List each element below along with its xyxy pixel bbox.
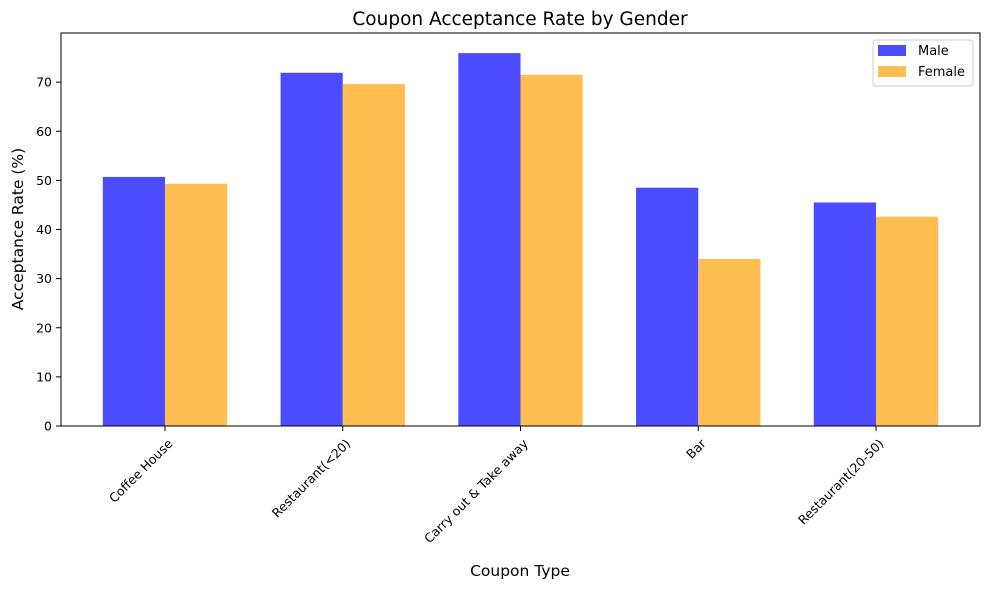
bar-male-2 — [458, 53, 521, 427]
bar-female-2 — [520, 74, 583, 426]
legend-swatch-female — [878, 66, 906, 77]
bar-male-4 — [813, 202, 876, 426]
y-tick-label-5: 50 — [36, 173, 52, 188]
bar-male-3 — [636, 187, 699, 426]
legend: Male Female — [872, 39, 974, 87]
x-tick-label-3: Bar — [683, 435, 709, 461]
bar-female-0 — [165, 183, 228, 426]
bars-group — [102, 53, 939, 427]
y-tick-label-1: 10 — [36, 369, 52, 384]
plot-frame — [60, 32, 981, 427]
bar-female-4 — [876, 216, 939, 426]
x-tick-label-2: Carry out & Take away — [421, 436, 531, 546]
bar-male-1 — [280, 72, 343, 426]
y-tick-label-2: 20 — [36, 320, 52, 335]
bar-female-1 — [342, 84, 405, 426]
bar-female-3 — [698, 258, 761, 426]
y-tick-label-7: 70 — [36, 75, 52, 90]
y-tick-label-6: 60 — [36, 124, 52, 139]
y-axis-title: Acceptance Rate (%) — [9, 148, 27, 310]
x-axis: Coffee House Restaurant(<20) Carry out & T… — [106, 426, 887, 546]
y-tick-label-0: 0 — [44, 419, 52, 434]
x-tick-label-1: Restaurant(<20) — [269, 436, 354, 521]
chart-title: Coupon Acceptance Rate by Gender — [352, 9, 688, 30]
x-tick-label-0: Coffee House — [106, 436, 176, 506]
x-tick-label-4: Restaurant(20-50) — [795, 436, 887, 528]
legend-swatch-male — [878, 45, 906, 56]
x-axis-title: Coupon Type — [470, 562, 570, 580]
bar-male-0 — [102, 176, 165, 426]
y-tick-label-4: 40 — [36, 222, 52, 237]
y-axis: 0 10 20 30 40 50 60 70 — [36, 75, 61, 434]
legend-label-female: Female — [918, 65, 965, 80]
legend-label-male: Male — [918, 44, 949, 59]
y-tick-label-3: 30 — [36, 271, 52, 286]
